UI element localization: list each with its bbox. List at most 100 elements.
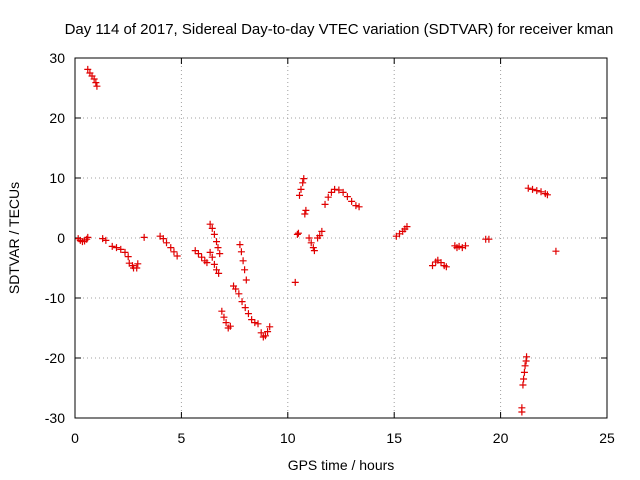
data-point: [214, 244, 222, 252]
data-point: [173, 252, 181, 260]
data-point: [429, 262, 437, 270]
axis-ticks: 0 5 10 15 20 25 -30 -20 -10 0 10 20 30: [45, 50, 615, 446]
y-tick-label: 20: [49, 110, 65, 126]
data-point: [222, 319, 230, 327]
data-point: [218, 307, 226, 315]
data-point: [352, 202, 360, 210]
y-tick-label: 0: [57, 230, 65, 246]
data-point: [206, 248, 214, 256]
data-point: [248, 316, 256, 324]
x-tick-label: 15: [386, 430, 402, 446]
data-point: [198, 253, 206, 261]
data-point: [523, 353, 531, 361]
y-axis-label: SDTVAR / TECUs: [6, 182, 22, 294]
data-point: [112, 244, 120, 252]
data-point: [251, 319, 259, 327]
data-point: [348, 197, 356, 205]
data-point: [241, 266, 249, 274]
data-point: [297, 185, 305, 193]
data-point: [533, 187, 541, 195]
data-point: [208, 253, 216, 261]
data-point: [552, 247, 560, 255]
data-point: [84, 233, 92, 241]
data-point: [210, 260, 218, 268]
data-point: [543, 191, 551, 199]
data-point: [226, 322, 234, 330]
data-point: [108, 242, 116, 250]
data-point: [208, 224, 216, 232]
data-point: [238, 298, 246, 306]
x-tick-label: 10: [280, 430, 296, 446]
y-tick-label: 30: [49, 50, 65, 66]
data-point: [84, 65, 92, 73]
data-point: [220, 313, 228, 321]
data-point: [524, 184, 532, 192]
data-point: [203, 259, 211, 267]
data-point: [102, 236, 110, 244]
x-axis-label: GPS time / hours: [288, 457, 395, 473]
data-point: [216, 250, 224, 258]
data-point: [307, 239, 315, 247]
data-point: [293, 230, 301, 238]
data-point: [461, 242, 469, 250]
data-point: [321, 200, 329, 208]
data-point: [529, 185, 537, 193]
plot-frame: [74, 57, 608, 419]
data-point: [339, 188, 347, 196]
data-point: [133, 264, 141, 272]
data-point: [485, 235, 493, 243]
data-point: [343, 193, 351, 201]
data-point: [355, 203, 363, 211]
data-point: [301, 210, 309, 218]
data-point: [403, 223, 411, 231]
data-point: [327, 188, 335, 196]
data-point: [92, 79, 100, 87]
x-tick-label: 0: [71, 430, 79, 446]
data-point: [519, 381, 527, 389]
y-tick-label: -20: [45, 350, 65, 366]
data-point: [294, 229, 302, 237]
data-point: [206, 220, 214, 228]
x-tick-label: 5: [178, 430, 186, 446]
chart-title: Day 114 of 2017, Sidereal Day-to-day VTE…: [65, 21, 614, 38]
y-tick-label: -30: [45, 410, 65, 426]
data-point: [163, 239, 171, 247]
data-point: [241, 304, 249, 312]
data-point: [121, 248, 129, 256]
data-point: [134, 260, 142, 268]
data-point: [170, 248, 178, 256]
data-point: [324, 193, 332, 201]
data-point: [316, 232, 324, 240]
x-tick-label: 20: [493, 430, 509, 446]
data-point: [194, 250, 202, 258]
data-point: [213, 238, 221, 246]
data-point: [117, 245, 125, 253]
data-point: [318, 227, 326, 235]
y-tick-label: 10: [49, 170, 65, 186]
x-tick-label: 25: [599, 430, 615, 446]
data-point: [458, 244, 466, 252]
data-point: [90, 75, 98, 83]
data-point: [537, 188, 545, 196]
data-point: [310, 247, 318, 255]
data-point: [191, 247, 199, 255]
data-point: [236, 241, 244, 249]
data-point: [302, 206, 310, 214]
data-point: [237, 248, 245, 256]
data-point: [124, 253, 132, 261]
data-point: [442, 263, 450, 271]
data-point: [210, 230, 218, 238]
data-point: [244, 310, 252, 318]
data-point: [159, 235, 167, 243]
data-point: [254, 320, 262, 328]
data-point: [296, 191, 304, 199]
data-point: [167, 244, 175, 252]
data-point: [239, 257, 247, 265]
data-point: [299, 179, 307, 187]
data-point: [300, 175, 308, 183]
data-point: [518, 404, 526, 412]
data-point: [99, 235, 107, 243]
data-point: [261, 332, 269, 340]
data-point: [437, 259, 445, 267]
